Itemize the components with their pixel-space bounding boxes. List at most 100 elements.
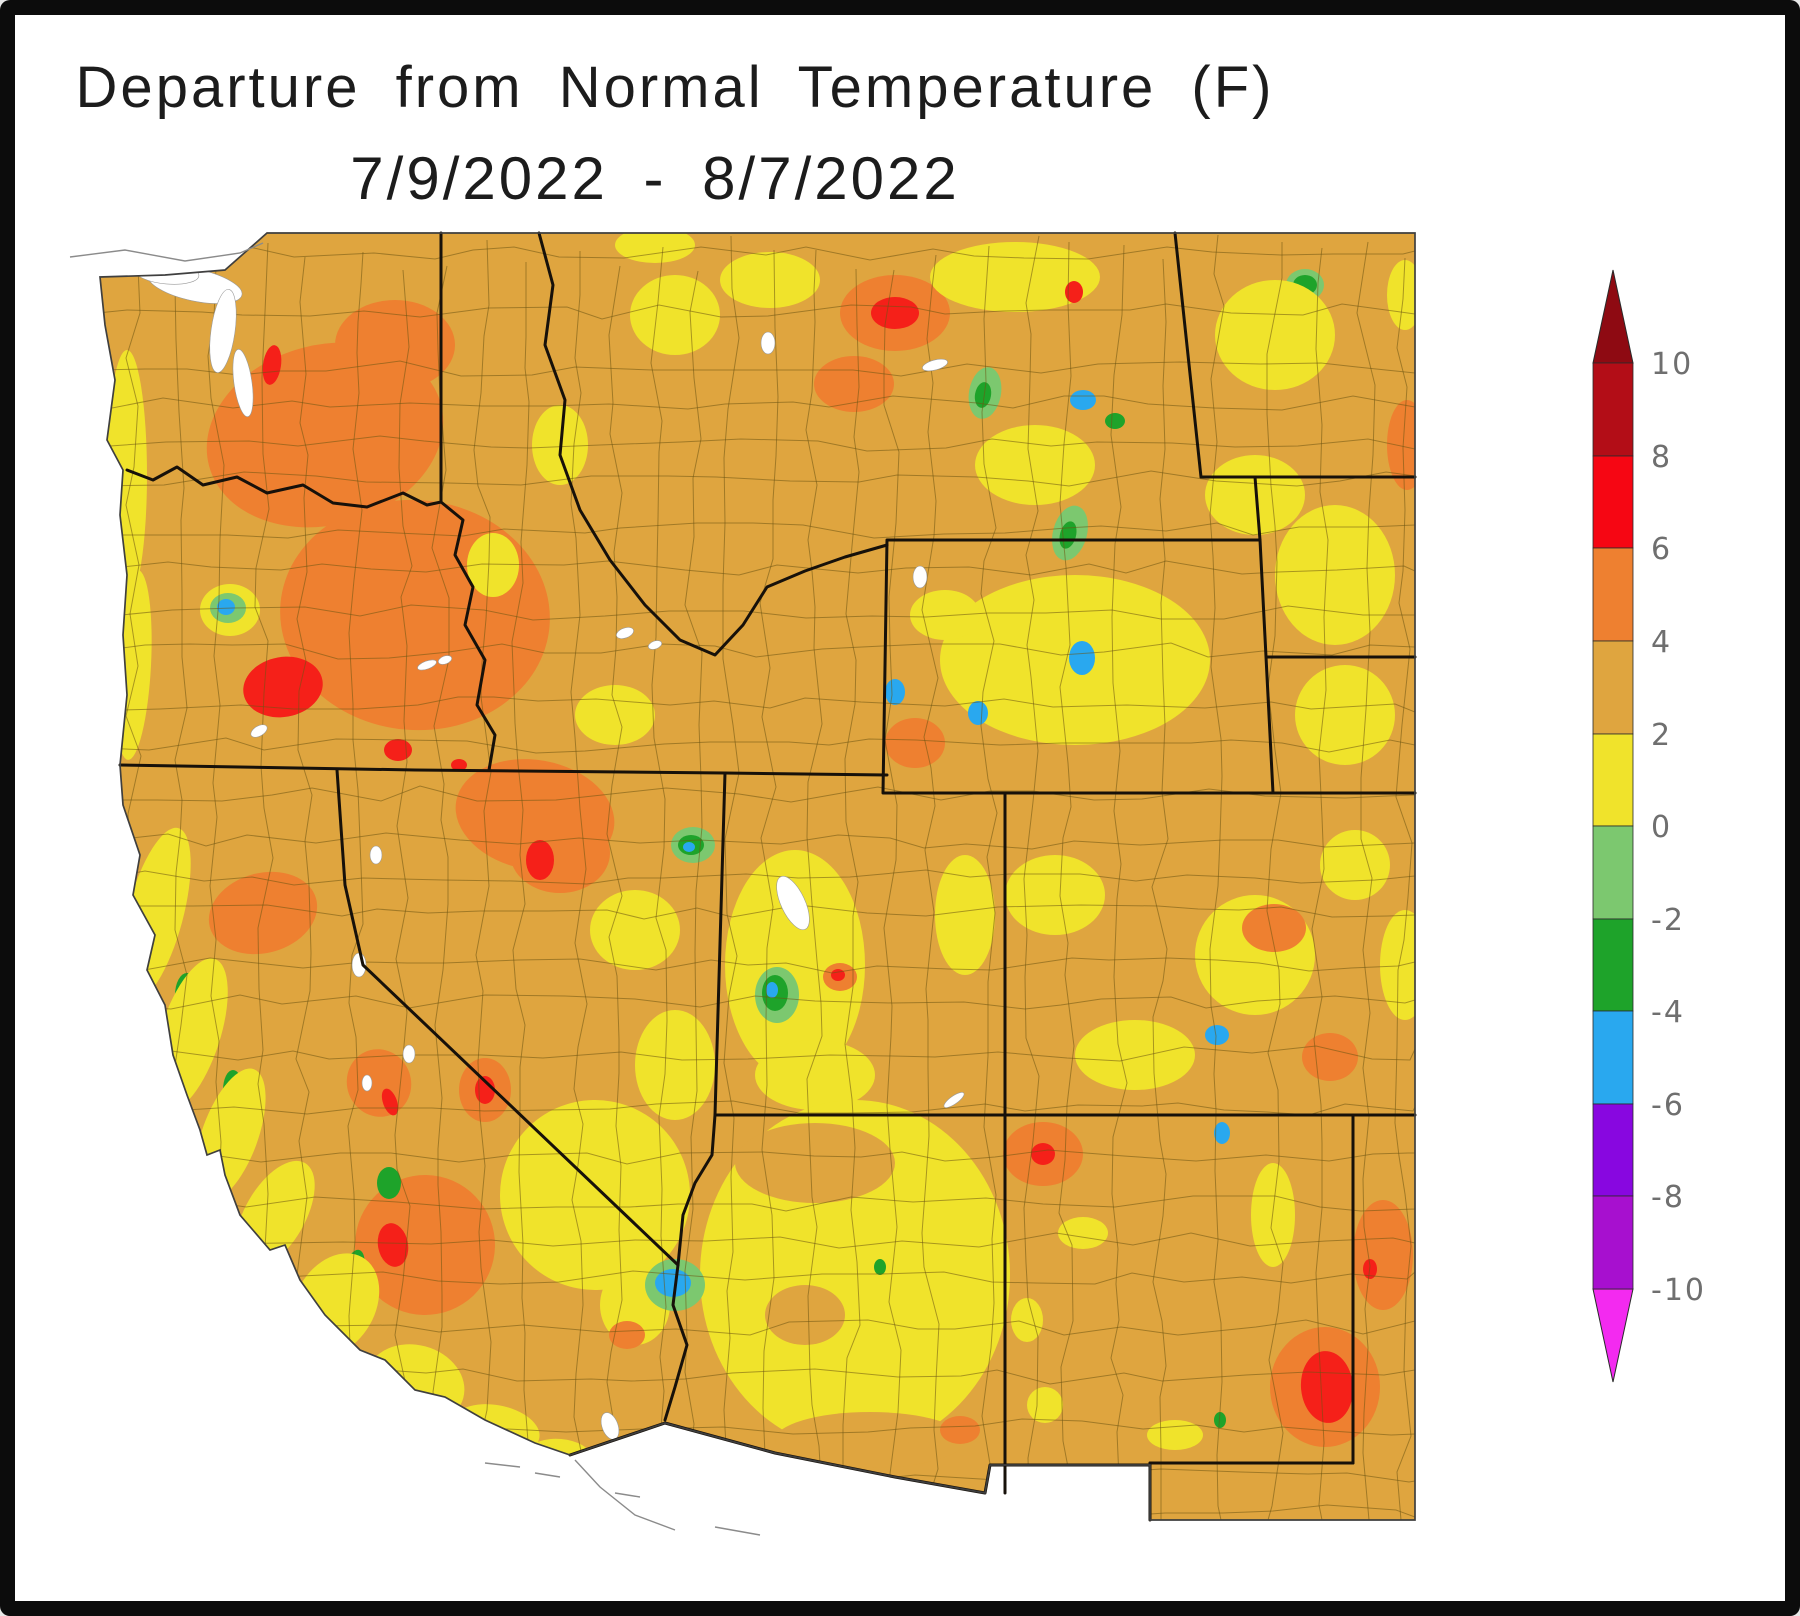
legend-segment [1592,825,1634,920]
anomaly-patch [384,739,412,761]
legend-tick-label: -8 [1651,1180,1685,1215]
anomaly-patch [1275,505,1395,645]
anomaly-patch [974,382,992,408]
coast-detail-line [714,1526,761,1536]
county-line [980,245,998,1520]
anomaly-patch [1070,390,1096,410]
county-line [1209,234,1225,1520]
lake [616,627,634,639]
county-line [100,869,1415,886]
county-line [100,1149,1415,1165]
legend-segment [1592,547,1634,642]
anomaly-patch [1387,260,1415,330]
anomaly-patch [1031,1143,1055,1165]
anomaly-patch [1011,1298,1043,1342]
county-line [103,994,1415,1010]
anomaly-patch [968,701,988,725]
county-line [106,395,1415,411]
county-line [112,1195,1415,1212]
anomaly-patch [1205,1025,1229,1045]
state-border-sd-wy [1253,475,1262,542]
legend-segment [1592,640,1634,735]
anomaly-patch [262,345,282,385]
coastline [99,232,1416,1521]
anomaly-patch [381,1088,399,1116]
county-line [1023,235,1040,1520]
anomaly-patch [1215,280,1335,390]
anomaly-patch [377,1223,409,1267]
anomaly-patch [1380,910,1415,1020]
county-line [100,957,1415,974]
county-line [100,360,1415,377]
state-border-nv-az [676,1113,717,1267]
page-title: Departure from Normal Temperature (F) [76,55,1275,120]
anomaly-patch [1069,641,1095,675]
anomaly-patch [874,1259,886,1275]
anomaly-patch [775,1412,965,1468]
county-line [100,604,1415,621]
anomaly-patch [467,533,519,597]
temperature-departure-map: Departure from Normal Temperature (F) 7/… [69,55,1706,1536]
county-line [100,904,1415,920]
anomaly-patch [1214,1122,1230,1144]
coast-detail-line [534,1472,561,1478]
anomaly-patch [1005,855,1105,935]
anomaly-patch [1387,400,1415,490]
state-border-id-mt [537,231,889,657]
anomaly-patch [755,1040,875,1110]
county-line [100,560,1415,576]
anomaly-patch [1058,1217,1108,1249]
anomaly-patch [475,1076,495,1104]
county-line [100,245,1415,261]
county-line [100,737,1415,754]
water-bodies [134,261,965,1440]
anomaly-patch [735,1123,895,1203]
legend-segment [1592,1103,1634,1197]
coast-detail-line [484,1462,521,1468]
coast-detail-line [614,1492,641,1498]
lake [250,724,268,738]
county-line [100,303,1415,320]
county-line [103,522,1415,539]
anomaly-patch [500,1100,690,1290]
county-line [100,1270,1415,1285]
legend-arrow-top [1592,269,1634,364]
lake [912,565,928,589]
county-line [109,1232,1415,1249]
lake [361,1074,373,1092]
anomaly-patch [871,297,919,329]
lake [232,349,254,417]
county-line [1356,241,1376,1520]
county-line [759,249,779,1520]
lake [417,659,437,671]
county-line [1311,247,1329,1520]
legend-segment [1592,1010,1634,1105]
legend-segment [1592,918,1634,1012]
county-line [100,696,1415,713]
county-line [100,470,1415,487]
legend-tick-label: -10 [1651,1273,1706,1308]
state-border-ca-az [663,1263,689,1422]
color-scale-legend: 10 8 6 4 2 0 -2 -4 -6 -8 -10 [1592,269,1706,1383]
county-line [104,832,1415,850]
county-line [103,1045,1415,1062]
legend-segment [1592,733,1634,827]
anomaly-patch [377,1167,401,1199]
anomaly-patch [1295,665,1395,765]
lake [437,655,453,665]
county-line [606,265,623,1520]
anomaly-patch [885,679,905,705]
anomaly-patch [1075,1020,1195,1090]
coast-detail-line [69,242,264,262]
anomaly-patch [935,855,995,975]
anomaly-patch [1105,413,1125,429]
anomaly-patch [451,759,467,771]
state-border-lat42-or-ca-nv-ut [118,763,889,777]
county-line [1151,258,1169,1520]
lake [943,1092,965,1108]
legend-tick-label: 0 [1651,810,1672,845]
anomaly-patch [1214,1412,1226,1428]
anomaly-patch [630,275,720,355]
legend-segment [1592,455,1634,549]
county-line [1266,242,1284,1520]
